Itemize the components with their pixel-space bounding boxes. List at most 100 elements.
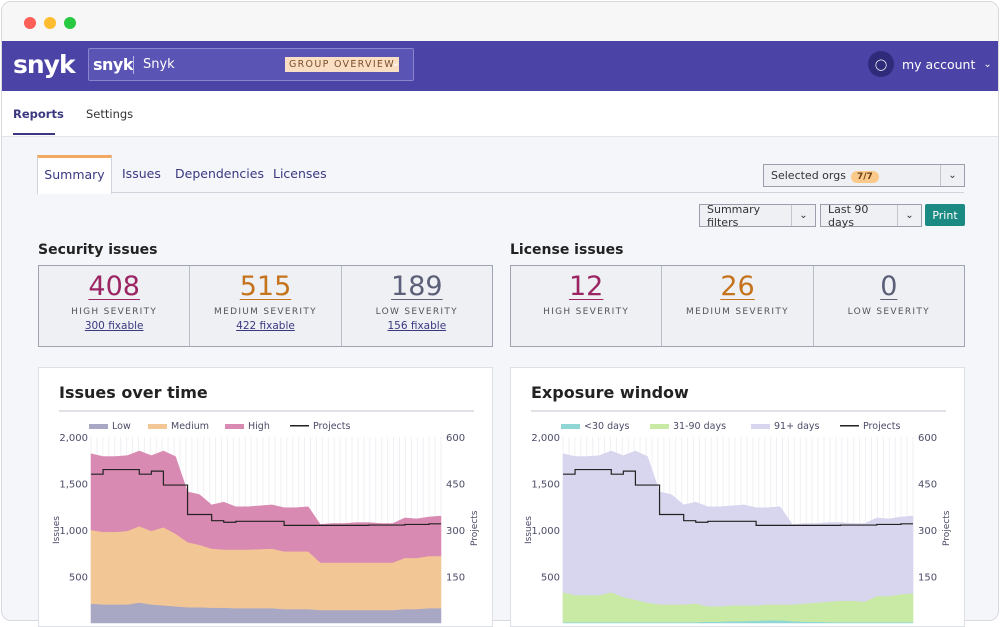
report-tabs: Summary Issues Dependencies Licenses <box>37 155 964 194</box>
license-issues-summary: 12 HIGH SEVERITY 26 MEDIUM SEVERITY 0 LOW S… <box>510 265 965 347</box>
chevron-down-icon: ⌄ <box>940 165 964 186</box>
y2-axis-label: Projects <box>470 510 480 546</box>
legend-swatch <box>89 424 108 429</box>
group-switcher[interactable]: snyk Snyk GROUP OVERVIEW ⌄ <box>88 48 414 81</box>
y-tick-label: 1,500 <box>531 480 560 491</box>
low-count[interactable]: 0 <box>880 271 898 302</box>
legend-label: 91+ days <box>774 421 820 432</box>
account-menu[interactable]: ◯ my account ⌄ <box>868 51 992 77</box>
summary-filters-dropdown[interactable]: Summary filters ⌄ <box>699 202 816 229</box>
group-overview-badge: GROUP OVERVIEW <box>285 57 399 72</box>
issues-over-time-card: Issues over time 2,000 600 1,500 450 1,000 30… <box>38 367 493 627</box>
snyk-logo[interactable]: snyk <box>13 50 76 79</box>
y2-tick-label: 600 <box>446 433 465 444</box>
y2-tick-label: 300 <box>446 526 465 537</box>
legend-swatch <box>225 424 244 429</box>
area-high <box>90 450 442 563</box>
tab-issues[interactable]: Issues <box>122 166 161 181</box>
high-count[interactable]: 12 <box>568 271 604 302</box>
top-header: snyk snyk Snyk GROUP OVERVIEW ⌄ ◯ my acc… <box>2 41 998 91</box>
legend-label: Medium <box>171 421 209 432</box>
divider <box>133 56 134 74</box>
sub-nav: Reports Settings <box>2 91 998 137</box>
chevron-down-icon: ⌄ <box>897 205 921 226</box>
security-issues-title: Security issues <box>38 242 158 258</box>
low-count[interactable]: 189 <box>391 271 443 302</box>
fixable-link[interactable]: 300 fixable <box>84 320 144 332</box>
nav-settings[interactable]: Settings <box>86 107 134 121</box>
exposure-window-card: Exposure window 2,000 600 1,500 450 1,000 300… <box>510 367 965 627</box>
y2-tick-label: 150 <box>918 573 937 584</box>
y2-tick-label: 150 <box>446 573 465 584</box>
security-high: 408 HIGH SEVERITY 300 fixable <box>39 266 191 346</box>
nav-reports[interactable]: Reports <box>13 107 64 121</box>
y-tick-label: 2,000 <box>59 433 88 444</box>
summary-filters-label: Summary filters <box>707 202 761 229</box>
divider <box>531 410 946 412</box>
legend-swatch <box>561 424 580 429</box>
legend-swatch <box>290 425 309 427</box>
orgs-count-badge: 7/7 <box>850 171 879 183</box>
window-chrome <box>2 2 998 41</box>
chevron-down-icon: ⌄ <box>791 205 815 226</box>
security-issues-summary: 408 HIGH SEVERITY 300 fixable 515 MEDIUM SE… <box>38 265 493 347</box>
legend-swatch <box>650 424 669 429</box>
license-medium: 26 MEDIUM SEVERITY <box>662 266 814 346</box>
legend-label: High <box>248 421 270 432</box>
exposure-window-chart: 2,000 600 1,500 450 1,000 300 500 150 Issues Proj… <box>524 421 952 624</box>
security-low: 189 LOW SEVERITY 156 fixable <box>342 266 492 346</box>
legend-swatch <box>840 425 859 427</box>
license-low: 0 LOW SEVERITY <box>814 266 964 346</box>
severity-label: HIGH SEVERITY <box>543 307 630 317</box>
high-count[interactable]: 408 <box>88 271 140 302</box>
area-91-days <box>562 450 914 607</box>
y-tick-label: 500 <box>541 573 560 584</box>
selected-orgs-dropdown[interactable]: Selected orgs 7/7 ⌄ <box>763 164 965 187</box>
projects-line <box>563 468 913 526</box>
fixable-link[interactable]: 156 fixable <box>387 320 447 332</box>
selected-orgs-label: Selected orgs <box>771 169 846 182</box>
legend-swatch <box>148 424 167 429</box>
projects-line <box>91 468 441 526</box>
license-high: 12 HIGH SEVERITY <box>511 266 663 346</box>
period-label: Last 90 days <box>828 202 869 229</box>
print-button[interactable]: Print <box>925 204 965 226</box>
group-logo: snyk <box>93 55 133 74</box>
chevron-down-icon: ⌄ <box>391 56 401 69</box>
minimize-window-button[interactable] <box>44 17 56 29</box>
severity-label: LOW SEVERITY <box>375 307 458 317</box>
y2-tick-label: 450 <box>918 480 937 491</box>
legend-label: Projects <box>863 421 901 432</box>
legend-label: 31-90 days <box>673 421 726 432</box>
y-tick-label: 500 <box>69 573 88 584</box>
chart-title: Exposure window <box>531 383 689 402</box>
legend-label: Low <box>112 421 131 432</box>
legend-label: Projects <box>313 421 351 432</box>
legend-label: <30 days <box>584 421 630 432</box>
security-medium: 515 MEDIUM SEVERITY 422 fixable <box>190 266 342 346</box>
tab-licenses[interactable]: Licenses <box>273 166 327 181</box>
chevron-down-icon: ⌄ <box>983 58 992 70</box>
medium-count[interactable]: 26 <box>720 271 755 302</box>
y-tick-label: 2,000 <box>531 433 560 444</box>
severity-label: LOW SEVERITY <box>847 307 930 317</box>
y-axis-label: Issues <box>524 516 534 544</box>
severity-label: MEDIUM SEVERITY <box>214 307 317 317</box>
shield-icon: ◯ <box>868 51 894 77</box>
fixable-link[interactable]: 422 fixable <box>236 320 295 332</box>
y2-axis-label: Projects <box>942 510 952 546</box>
medium-count[interactable]: 515 <box>239 271 292 302</box>
license-issues-title: License issues <box>510 242 624 258</box>
tab-summary[interactable]: Summary <box>37 155 112 194</box>
severity-label: HIGH SEVERITY <box>71 307 158 317</box>
account-label: my account <box>902 56 976 72</box>
y-tick-label: 1,500 <box>59 480 88 491</box>
period-dropdown[interactable]: Last 90 days ⌄ <box>820 202 922 229</box>
tab-dependencies[interactable]: Dependencies <box>175 166 264 181</box>
y2-tick-label: 600 <box>918 433 937 444</box>
y2-tick-label: 300 <box>918 526 937 537</box>
chart-title: Issues over time <box>59 383 208 402</box>
y-tick-label: 1,000 <box>59 526 88 537</box>
close-window-button[interactable] <box>24 17 36 29</box>
maximize-window-button[interactable] <box>64 17 76 29</box>
